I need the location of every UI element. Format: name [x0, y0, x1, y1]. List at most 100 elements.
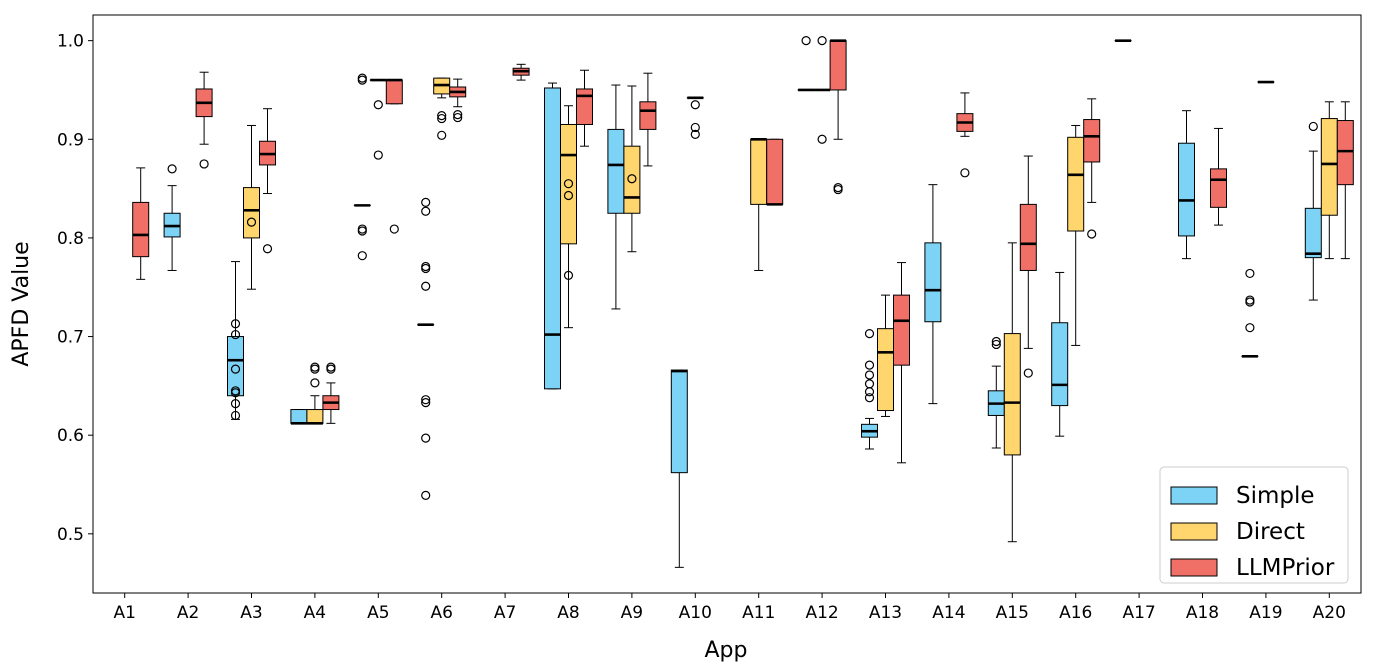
- y-tick-label: 0.6: [57, 426, 84, 446]
- box-simple-a13: [861, 328, 878, 450]
- x-tick-label-a3: A3: [240, 603, 262, 623]
- box-simple-a8: [544, 82, 561, 390]
- box-llmprior-a9: [639, 72, 657, 167]
- outlier-point: [627, 174, 637, 184]
- iqr-box: [607, 128, 625, 214]
- box-llmprior-a3: [259, 108, 276, 254]
- iqr-box: [576, 88, 593, 125]
- outlier-point: [1308, 121, 1318, 132]
- box-llmprior-a14: [956, 92, 974, 178]
- y-tick-label: 1.0: [57, 32, 84, 52]
- y-tick-label: 0.8: [57, 229, 84, 249]
- legend-label-llmprior: LLMPrior: [1236, 555, 1335, 581]
- box-llmprior-a12: [829, 39, 847, 195]
- x-tick-label-a18: A18: [1186, 603, 1219, 623]
- legend-swatch-llmprior: [1170, 558, 1218, 577]
- box-simple-a16: [1051, 271, 1069, 437]
- box-llmprior-a6: [449, 78, 467, 123]
- x-tick-label-a14: A14: [932, 603, 965, 623]
- legend-swatch-simple: [1170, 486, 1218, 505]
- outlier-point: [690, 129, 700, 139]
- outlier-point: [310, 362, 320, 372]
- box-direct-a13: [877, 294, 894, 417]
- x-tick-label-a7: A7: [494, 603, 516, 623]
- box-simple-a10: [670, 369, 688, 568]
- iqr-box: [1210, 168, 1227, 208]
- box-direct-a10: [686, 96, 704, 139]
- box-direct-a3: [243, 124, 260, 290]
- box-direct-a6: [433, 77, 451, 140]
- box-direct-a11: [750, 137, 768, 271]
- iqr-box: [1320, 118, 1338, 216]
- outlier-point: [864, 360, 875, 370]
- box-simple-a5: [353, 73, 371, 261]
- outlier-point: [199, 159, 209, 169]
- box-llmprior-a15: [1019, 155, 1037, 378]
- outlier-point: [421, 490, 431, 500]
- box-simple-a9: [607, 84, 625, 310]
- outlier-point: [563, 270, 574, 280]
- outlier-point: [421, 281, 431, 291]
- outlier-point: [1245, 323, 1255, 333]
- box-llmprior-a20: [1336, 101, 1354, 260]
- iqr-box: [1083, 119, 1101, 163]
- x-tick-label-a15: A15: [996, 603, 1029, 623]
- y-axis-title: APFD Value: [9, 241, 34, 366]
- box-simple-a2: [163, 164, 181, 271]
- outlier-point: [864, 393, 875, 403]
- legend-label-simple: Simple: [1236, 483, 1315, 509]
- x-tick-label-a10: A10: [679, 603, 712, 623]
- box-simple-a15: [987, 336, 1005, 449]
- box-direct-a5: [369, 78, 387, 160]
- outlier-point: [1245, 295, 1255, 305]
- outlier-point: [864, 387, 875, 397]
- iqr-box: [306, 409, 324, 424]
- outlier-point: [833, 183, 843, 193]
- x-tick-label-a5: A5: [367, 603, 389, 623]
- outlier-point: [373, 150, 383, 160]
- box-direct-a12: [813, 36, 831, 144]
- box-direct-a15: [1003, 242, 1021, 543]
- box-llmprior-a4: [322, 362, 340, 424]
- outlier-point: [357, 224, 367, 234]
- box-simple-a3: [227, 261, 244, 421]
- box-llmprior-a5: [385, 78, 403, 234]
- plot-area: [132, 36, 1354, 568]
- box-simple-a19: [1241, 268, 1259, 358]
- box-llmprior-a18: [1210, 127, 1227, 226]
- outlier-point: [1023, 368, 1033, 378]
- x-tick-label-a19: A19: [1249, 603, 1282, 623]
- x-tick-label-a9: A9: [621, 603, 643, 623]
- iqr-box: [1178, 142, 1195, 237]
- box-simple-a4: [290, 409, 308, 425]
- iqr-box: [623, 145, 641, 214]
- plot-frame: [92, 14, 1362, 594]
- outlier-point: [1245, 268, 1255, 279]
- outlier-point: [230, 410, 241, 421]
- iqr-box: [766, 138, 784, 205]
- box-llmprior-a13: [893, 262, 910, 464]
- outlier-point: [421, 433, 431, 443]
- outlier-point: [801, 36, 811, 46]
- outlier-point: [262, 244, 273, 254]
- outlier-point: [421, 206, 431, 216]
- iqr-box: [385, 79, 403, 105]
- legend-label-direct: Direct: [1236, 519, 1305, 545]
- box-simple-a18: [1178, 110, 1195, 260]
- outlier-point: [991, 339, 1001, 350]
- box-simple-a12: [797, 36, 815, 92]
- axes: 0.5 0.6 0.7 0.8 0.9 1.0 A1 A2 A3 A4 A5 A6 A7 A8 A9 A10 A…: [57, 14, 1362, 623]
- x-tick-label-a2: A2: [177, 603, 199, 623]
- iqr-box: [227, 336, 244, 397]
- outlier-point: [246, 217, 257, 227]
- iqr-box: [1336, 120, 1354, 186]
- iqr-box: [1067, 136, 1085, 232]
- iqr-box: [877, 328, 894, 412]
- outlier-point: [230, 329, 241, 340]
- iqr-box: [750, 138, 768, 205]
- x-tick-label-a1: A1: [113, 603, 135, 623]
- outlier-point: [326, 362, 336, 372]
- y-tick-label: 0.5: [57, 525, 84, 545]
- x-tick-label-a11: A11: [742, 603, 775, 623]
- outlier-point: [864, 328, 875, 339]
